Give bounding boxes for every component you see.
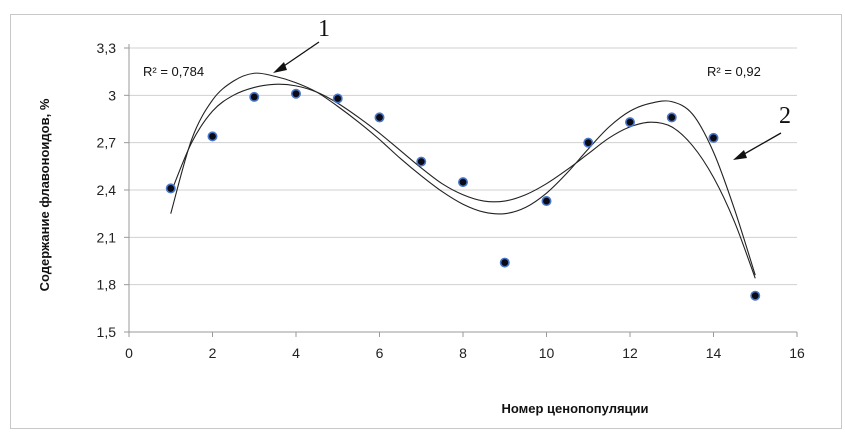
y-tick-label-0: 1,5 xyxy=(97,324,117,340)
data-point-13 xyxy=(666,112,677,123)
y-tick-label-6: 3,3 xyxy=(97,40,117,56)
data-point-10 xyxy=(541,196,552,207)
y-axis-title: Содержание флавоноидов, % xyxy=(37,98,52,291)
y-tick-label-2: 2,1 xyxy=(97,229,117,245)
chart-svg: 1,51,82,12,42,733,3 0 2 4 6 8 10 12 14 16 R² = 0… xyxy=(37,16,805,416)
y-tick-label-4: 2,7 xyxy=(97,135,117,151)
data-point-2 xyxy=(207,131,218,142)
x-tick-label-2: 4 xyxy=(292,345,300,361)
annotations: R² = 0,784 R² = 0,92 1 2 xyxy=(143,16,791,160)
x-tick-label-1: 2 xyxy=(209,345,217,361)
data-point-4 xyxy=(290,88,301,99)
data-point-12 xyxy=(624,117,635,128)
x-tick-label-3: 6 xyxy=(376,345,384,361)
x-tick-label-8: 16 xyxy=(789,345,805,361)
y-tick-label-1: 1,8 xyxy=(97,277,117,293)
arrow-2 xyxy=(733,132,782,160)
x-tick-label-5: 10 xyxy=(539,345,555,361)
x-tick-label-0: 0 xyxy=(125,345,133,361)
x-tick-label-4: 8 xyxy=(459,345,467,361)
data-point-14 xyxy=(708,132,719,143)
gridlines xyxy=(129,47,797,286)
y-tick-label-5: 3 xyxy=(108,87,116,103)
y-tick-label-3: 2,4 xyxy=(97,182,117,198)
x-tick-label-7: 14 xyxy=(706,345,722,361)
data-points xyxy=(165,88,761,301)
r2-label-right: R² = 0,92 xyxy=(707,64,761,79)
curve-label-1: 1 xyxy=(318,16,330,42)
r2-label-left: R² = 0,784 xyxy=(143,64,204,79)
data-point-15 xyxy=(750,290,761,301)
trendline-2 xyxy=(170,72,756,276)
chart-frame: 1,5 1,8 2,1 2,4 2,7 3 3,3 0 2 4 6 8 10 12 14 16 R² = 0… xyxy=(10,14,842,429)
curve-label-2: 2 xyxy=(779,103,791,129)
data-point-6 xyxy=(374,112,385,123)
x-tick-labels: 0 2 4 6 8 10 12 14 16 xyxy=(125,345,805,361)
y-tick-labels: 1,5 1,8 2,1 2,4 2,7 3 3,3 xyxy=(97,40,117,340)
axes xyxy=(124,44,798,337)
trendline-1 xyxy=(170,83,756,279)
data-point-11 xyxy=(583,137,594,148)
data-point-7 xyxy=(416,156,427,167)
arrow-1 xyxy=(273,41,320,73)
data-point-1 xyxy=(165,183,176,194)
data-point-5 xyxy=(332,93,343,104)
data-point-8 xyxy=(457,177,468,188)
data-point-3 xyxy=(249,91,260,102)
x-tick-label-6: 12 xyxy=(622,345,638,361)
trendlines xyxy=(170,72,756,279)
data-point-9 xyxy=(499,257,510,268)
x-axis-title: Номер ценопопуляции xyxy=(501,401,648,416)
